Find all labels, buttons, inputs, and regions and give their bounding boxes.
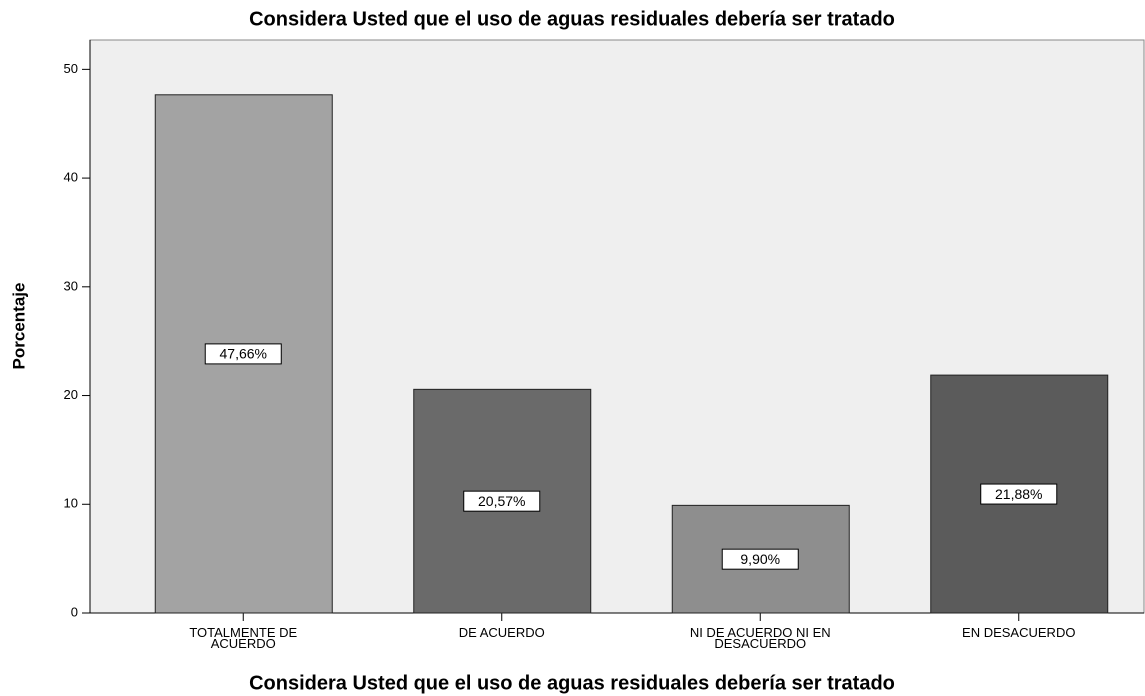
value-label-box xyxy=(463,490,541,512)
value-label: 20,57% xyxy=(478,493,525,509)
value-label: 47,66% xyxy=(220,346,267,362)
y-axis-title: Porcentaje xyxy=(9,283,28,370)
value-label: 21,88% xyxy=(995,486,1042,502)
value-label-box xyxy=(721,548,799,570)
y-tick-label: 20 xyxy=(64,387,78,402)
y-tick-label: 50 xyxy=(64,61,78,76)
x-tick-label: NI DE ACUERDO NI EN DESACUERDO xyxy=(689,625,831,651)
x-tick-label: EN DESACUERDO xyxy=(962,625,1076,640)
chart-title: Considera Usted que el uso de aguas resi… xyxy=(249,8,895,30)
value-label-box xyxy=(204,343,282,365)
y-tick-label: 30 xyxy=(64,278,78,293)
x-tick-label: DE ACUERDO xyxy=(458,625,545,640)
x-tick-label: TOTALMENTE DE ACUERDO xyxy=(189,625,298,651)
y-tick-label: 40 xyxy=(64,170,78,185)
y-tick-label: 10 xyxy=(64,496,78,511)
x-axis-title: Considera Usted que el uso de aguas resi… xyxy=(249,672,895,694)
value-label: 9,90% xyxy=(740,551,780,567)
y-tick-label: 0 xyxy=(71,604,78,619)
value-label-box xyxy=(980,483,1058,505)
